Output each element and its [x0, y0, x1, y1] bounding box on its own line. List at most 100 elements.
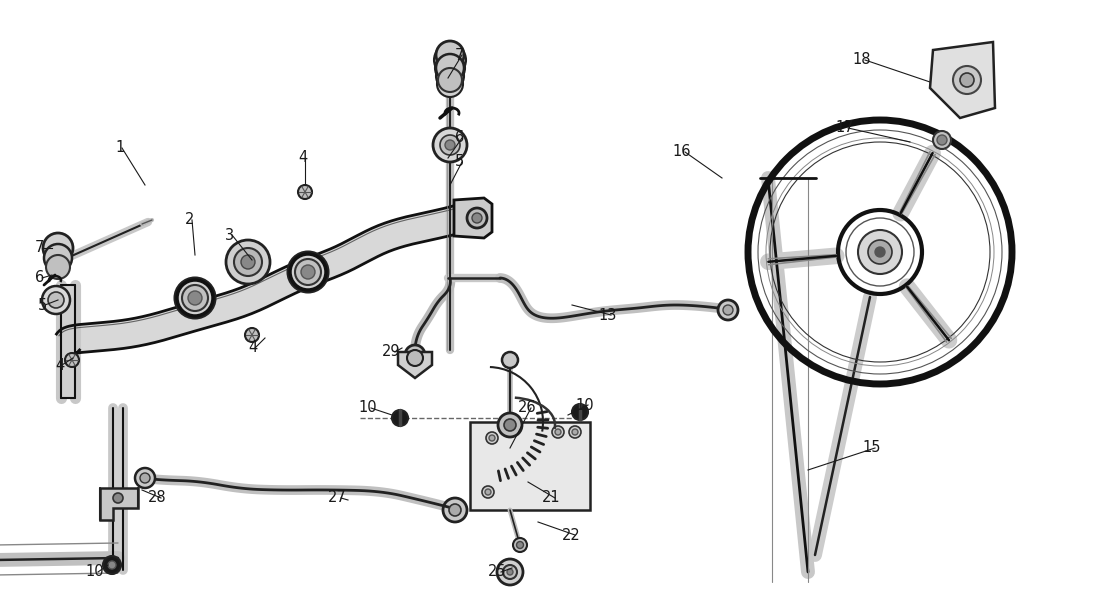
Circle shape — [482, 486, 494, 498]
Circle shape — [875, 247, 885, 257]
Circle shape — [449, 504, 461, 516]
Circle shape — [301, 265, 315, 279]
Polygon shape — [113, 408, 124, 570]
Circle shape — [497, 559, 522, 585]
Text: 10: 10 — [359, 401, 377, 416]
Text: 17: 17 — [835, 120, 854, 135]
Circle shape — [434, 44, 466, 76]
Text: 7: 7 — [455, 47, 465, 62]
Circle shape — [44, 244, 72, 272]
Text: 28: 28 — [148, 491, 166, 506]
Text: 5: 5 — [455, 155, 465, 170]
Circle shape — [437, 71, 463, 97]
Circle shape — [433, 128, 467, 162]
Circle shape — [136, 468, 155, 488]
Text: 15: 15 — [862, 440, 881, 455]
Polygon shape — [470, 422, 590, 510]
Circle shape — [953, 66, 982, 94]
Text: 4: 4 — [55, 358, 64, 373]
Text: 5: 5 — [38, 298, 47, 313]
Circle shape — [234, 248, 262, 276]
Text: 4: 4 — [248, 340, 257, 355]
Text: 7: 7 — [35, 241, 45, 256]
Circle shape — [436, 62, 465, 90]
Circle shape — [489, 435, 495, 441]
Text: 2: 2 — [185, 213, 195, 228]
Circle shape — [175, 278, 215, 318]
Circle shape — [718, 300, 738, 320]
Text: 18: 18 — [853, 53, 870, 68]
Circle shape — [298, 185, 312, 199]
Circle shape — [46, 255, 70, 279]
Circle shape — [472, 213, 482, 223]
Circle shape — [443, 498, 467, 522]
Polygon shape — [454, 198, 492, 238]
Text: 29: 29 — [381, 344, 401, 359]
Circle shape — [406, 345, 425, 365]
Circle shape — [498, 413, 522, 437]
Circle shape — [552, 426, 564, 438]
Polygon shape — [99, 488, 138, 520]
Circle shape — [103, 556, 121, 574]
Circle shape — [503, 565, 517, 579]
Circle shape — [113, 493, 124, 503]
Circle shape — [517, 541, 524, 549]
Circle shape — [43, 233, 73, 263]
Circle shape — [555, 429, 561, 435]
Polygon shape — [57, 205, 466, 353]
Circle shape — [960, 73, 974, 87]
Circle shape — [48, 292, 64, 308]
Circle shape — [569, 426, 581, 438]
Circle shape — [504, 419, 516, 431]
Circle shape — [188, 291, 202, 305]
Circle shape — [436, 41, 465, 69]
Text: 10: 10 — [85, 564, 104, 579]
Circle shape — [440, 135, 460, 155]
Circle shape — [572, 404, 588, 420]
Circle shape — [572, 429, 578, 435]
Circle shape — [410, 350, 420, 360]
Text: 10: 10 — [575, 398, 593, 413]
Circle shape — [486, 432, 498, 444]
Polygon shape — [930, 42, 995, 118]
Circle shape — [438, 68, 462, 92]
Circle shape — [240, 255, 255, 269]
Text: 6: 6 — [455, 131, 465, 146]
Text: 22: 22 — [562, 528, 580, 543]
Text: 6: 6 — [35, 271, 44, 286]
Text: 25: 25 — [487, 564, 507, 579]
Circle shape — [722, 305, 733, 315]
Text: 13: 13 — [598, 307, 616, 322]
Circle shape — [245, 328, 259, 342]
Circle shape — [502, 352, 518, 368]
Text: 26: 26 — [518, 401, 537, 416]
Circle shape — [64, 353, 79, 367]
Circle shape — [407, 350, 423, 366]
Circle shape — [868, 240, 892, 264]
Polygon shape — [398, 352, 432, 378]
Circle shape — [287, 252, 328, 292]
Circle shape — [140, 473, 150, 483]
Circle shape — [183, 285, 208, 311]
Circle shape — [467, 208, 487, 228]
Circle shape — [445, 140, 455, 150]
Text: 16: 16 — [672, 144, 691, 159]
Circle shape — [226, 240, 270, 284]
Circle shape — [50, 254, 66, 270]
Circle shape — [937, 135, 947, 145]
Circle shape — [295, 259, 321, 285]
Circle shape — [436, 54, 465, 82]
Text: 27: 27 — [328, 491, 346, 506]
Circle shape — [42, 286, 70, 314]
Circle shape — [858, 230, 902, 274]
Circle shape — [933, 131, 951, 149]
Polygon shape — [61, 285, 75, 398]
Text: 1: 1 — [115, 141, 125, 156]
Text: 3: 3 — [225, 228, 234, 243]
Text: 4: 4 — [298, 150, 307, 165]
Circle shape — [513, 538, 527, 552]
Text: 21: 21 — [542, 491, 561, 506]
Circle shape — [435, 53, 465, 83]
Circle shape — [108, 561, 116, 569]
Circle shape — [507, 569, 513, 575]
